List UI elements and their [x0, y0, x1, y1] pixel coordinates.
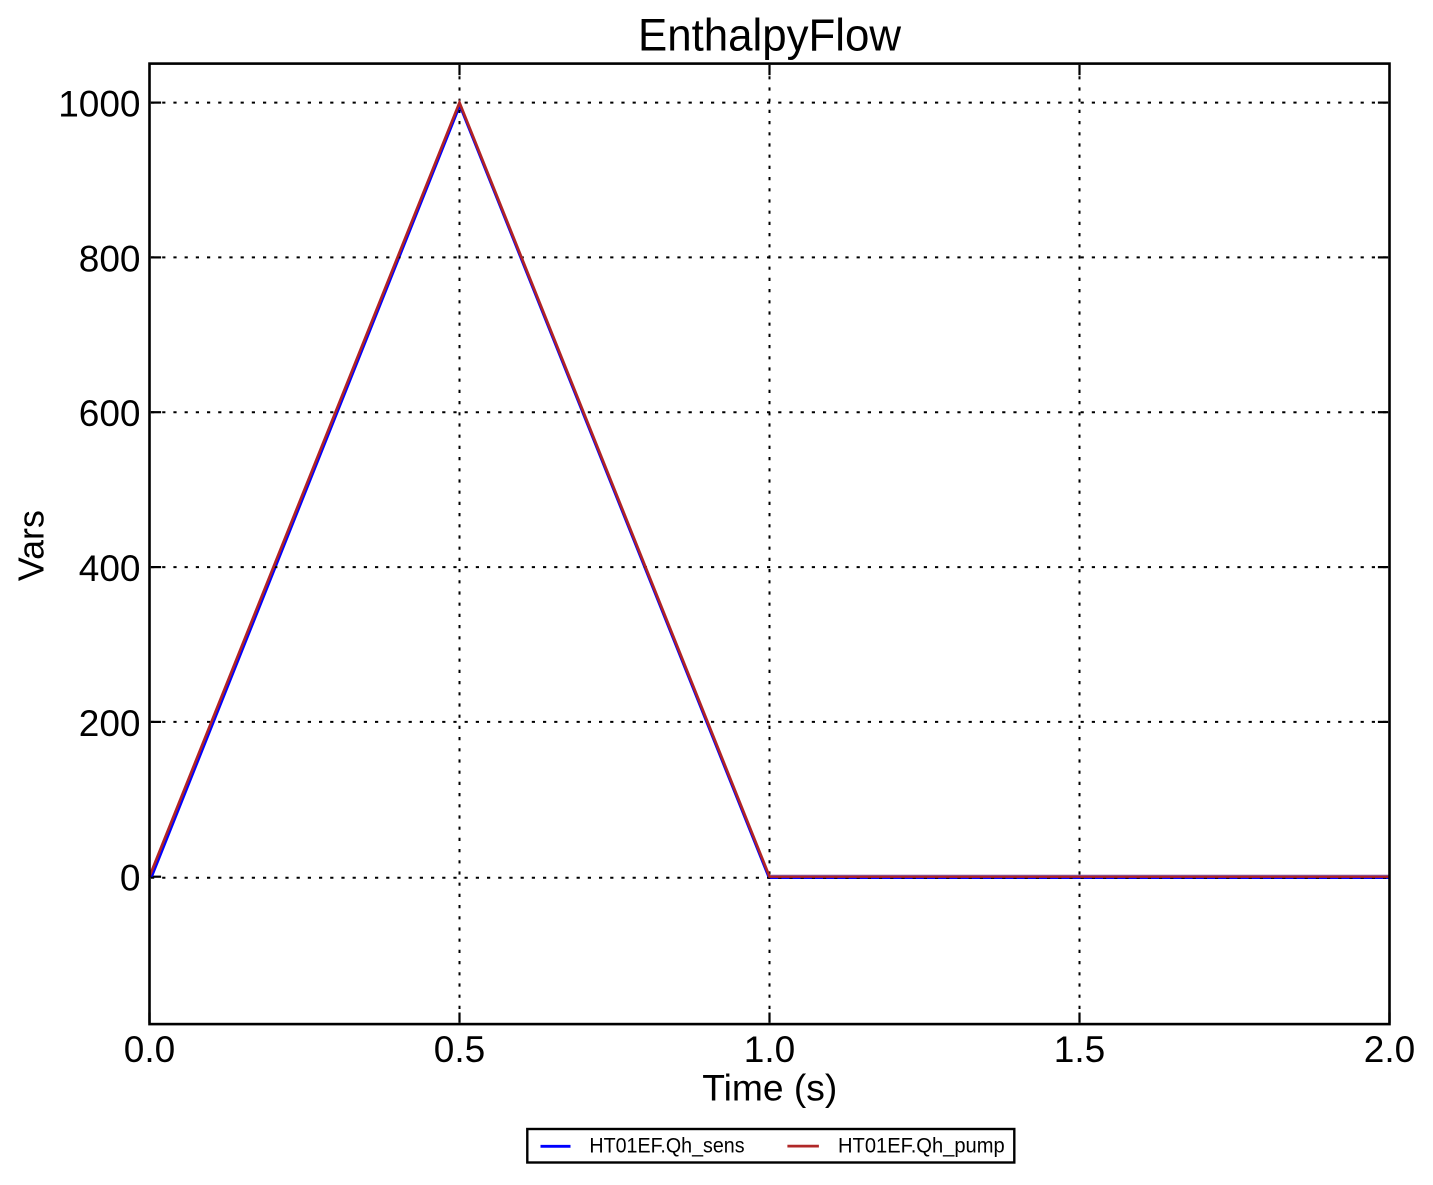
svg-text:HT01EF.Qh_pump: HT01EF.Qh_pump: [838, 1134, 1005, 1157]
svg-text:0: 0: [120, 858, 141, 899]
svg-text:HT01EF.Qh_sens: HT01EF.Qh_sens: [589, 1134, 744, 1157]
svg-text:1000: 1000: [58, 84, 140, 125]
svg-text:2.0: 2.0: [1364, 1029, 1415, 1070]
svg-text:Vars: Vars: [11, 510, 52, 581]
svg-text:600: 600: [79, 393, 141, 434]
svg-text:EnthalpyFlow: EnthalpyFlow: [638, 10, 901, 61]
svg-text:0.0: 0.0: [124, 1029, 175, 1070]
svg-text:1.0: 1.0: [744, 1029, 795, 1070]
svg-text:1.5: 1.5: [1054, 1029, 1105, 1070]
svg-text:Time (s): Time (s): [702, 1068, 837, 1109]
svg-text:400: 400: [79, 548, 141, 589]
svg-text:800: 800: [79, 238, 141, 279]
svg-text:200: 200: [79, 703, 141, 744]
svg-text:0.5: 0.5: [434, 1029, 485, 1070]
